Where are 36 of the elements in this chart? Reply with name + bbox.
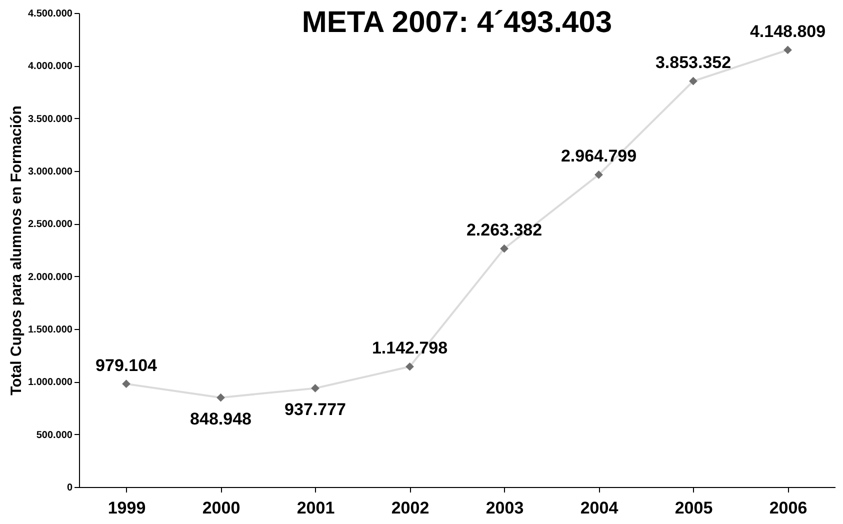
point [689,76,698,86]
point [500,244,508,253]
y-tick-label: 2.500.000 [28,219,73,230]
x-tick-label: 1999 [108,498,146,518]
point [594,170,603,179]
data-label: 4.148.809 [750,22,826,41]
data-label: 3.853.352 [655,53,732,72]
y-tick-label: 2.000.000 [28,272,73,283]
x-tick-label: 2003 [486,498,524,518]
point [122,380,130,388]
data-label: 2.263.382 [466,220,542,240]
x-tick-label: 2006 [769,498,808,518]
y-tick-label: 1.500.000 [28,324,73,336]
data-label: 979.104 [96,356,158,375]
y-tick-label: 500.000 [36,430,73,441]
data-label: 937.777 [284,400,346,420]
y-tick-label: 1.000.000 [28,377,73,388]
y-tick-label: 4.500.000 [28,8,73,20]
x-tick-label: 2005 [674,498,713,518]
point [784,46,792,54]
data-label: 848.948 [190,410,252,429]
y-tick-label: 3.000.000 [28,166,73,178]
x-tick-label: 2002 [391,498,430,518]
x-tick-label: 2000 [202,498,240,518]
point [216,393,225,402]
y-tick-label: 4.000.000 [28,61,73,72]
data-label: 2.964.799 [560,146,637,166]
y-axis-title: Total Cupos para alumnos en Formación [8,106,26,396]
chart-title: META 2007: 4´493.403 [302,6,612,39]
data-label: 1.142.798 [372,338,448,358]
point [406,362,414,371]
y-tick-label: 0 [66,482,73,494]
x-tick-label: 2001 [296,498,335,518]
point [311,384,320,392]
x-tick-label: 2004 [580,498,619,518]
y-tick-label: 3.500.000 [28,114,73,125]
